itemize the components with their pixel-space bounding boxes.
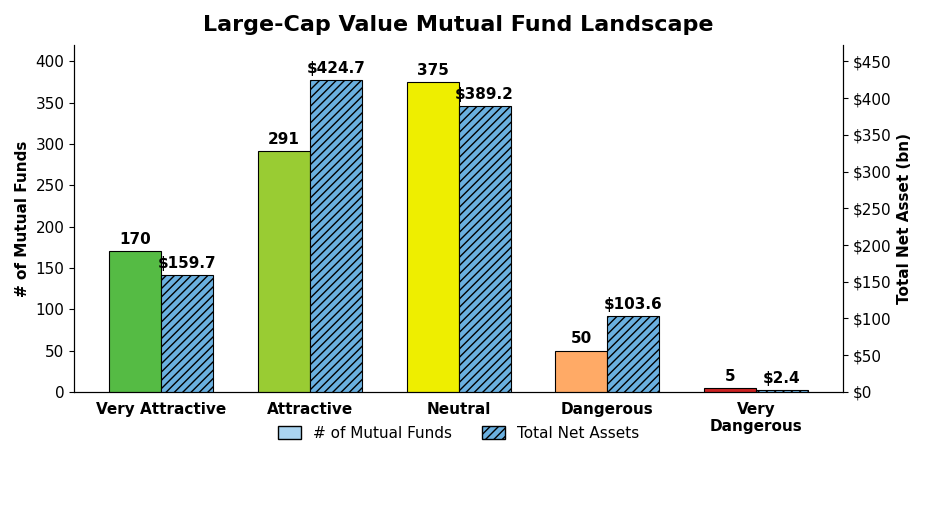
Bar	[310, 80, 362, 392]
Text: 375: 375	[416, 63, 449, 78]
Text: 5: 5	[725, 368, 735, 384]
Bar	[258, 151, 310, 392]
Text: $159.7: $159.7	[158, 256, 217, 270]
Title: Large-Cap Value Mutual Fund Landscape: Large-Cap Value Mutual Fund Landscape	[203, 15, 714, 35]
Bar	[407, 82, 459, 392]
Bar	[459, 106, 511, 392]
Legend: # of Mutual Funds, Total Net Assets: # of Mutual Funds, Total Net Assets	[272, 420, 646, 447]
Bar	[607, 316, 659, 392]
Y-axis label: # of Mutual Funds: # of Mutual Funds	[15, 140, 30, 296]
Bar	[161, 274, 213, 392]
Text: $424.7: $424.7	[307, 61, 365, 76]
Bar	[704, 388, 756, 392]
Bar	[109, 251, 161, 392]
Y-axis label: Total Net Asset (bn): Total Net Asset (bn)	[897, 133, 912, 304]
Bar	[555, 351, 607, 392]
Text: $2.4: $2.4	[763, 371, 801, 386]
Text: 170: 170	[120, 233, 151, 247]
Text: 291: 291	[268, 132, 299, 147]
Text: 50: 50	[571, 332, 592, 346]
Bar	[756, 390, 808, 392]
Text: $389.2: $389.2	[455, 87, 514, 102]
Text: $103.6: $103.6	[604, 297, 663, 312]
